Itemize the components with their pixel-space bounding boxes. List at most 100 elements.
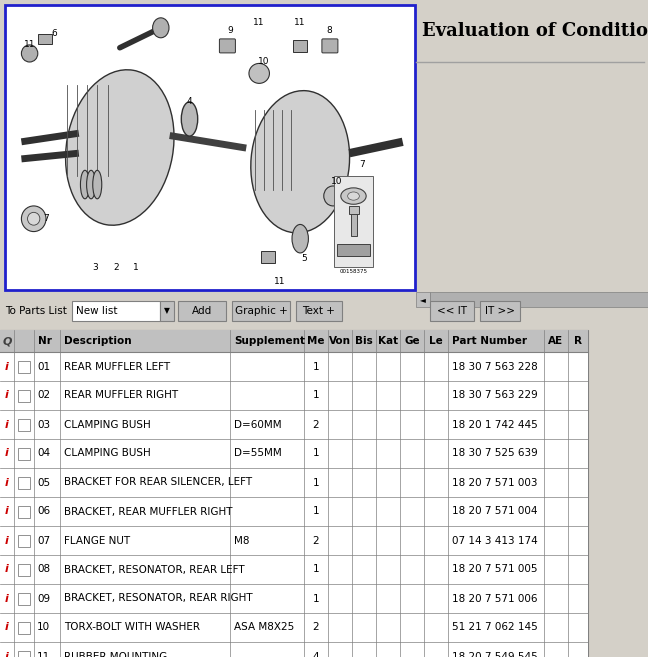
- FancyBboxPatch shape: [18, 505, 30, 518]
- Text: Graphic +: Graphic +: [235, 306, 287, 316]
- FancyBboxPatch shape: [0, 555, 588, 584]
- Text: 1: 1: [313, 449, 319, 459]
- Text: 4: 4: [313, 652, 319, 657]
- FancyBboxPatch shape: [0, 613, 588, 642]
- Text: D=60MM: D=60MM: [234, 420, 282, 430]
- FancyBboxPatch shape: [349, 206, 358, 214]
- Text: 18 20 7 571 006: 18 20 7 571 006: [452, 593, 537, 604]
- Text: ASA M8X25: ASA M8X25: [234, 622, 294, 633]
- Ellipse shape: [28, 212, 40, 225]
- Text: 18 20 7 571 004: 18 20 7 571 004: [452, 507, 537, 516]
- Text: Le: Le: [429, 336, 443, 346]
- Text: 2: 2: [313, 535, 319, 545]
- Text: 18 20 7 549 545: 18 20 7 549 545: [452, 652, 538, 657]
- Ellipse shape: [341, 188, 366, 204]
- Text: 02: 02: [37, 390, 50, 401]
- Text: 4: 4: [187, 97, 192, 106]
- FancyBboxPatch shape: [18, 564, 30, 576]
- Text: 1: 1: [313, 507, 319, 516]
- Text: REAR MUFFLER LEFT: REAR MUFFLER LEFT: [64, 361, 170, 371]
- FancyBboxPatch shape: [0, 439, 588, 468]
- Text: 06: 06: [37, 507, 50, 516]
- FancyBboxPatch shape: [18, 535, 30, 547]
- Text: 18 30 7 563 228: 18 30 7 563 228: [452, 361, 538, 371]
- Ellipse shape: [249, 64, 270, 83]
- Text: 07 14 3 413 174: 07 14 3 413 174: [452, 535, 538, 545]
- Text: 2: 2: [113, 263, 119, 272]
- Text: 7: 7: [359, 160, 365, 169]
- Text: 11: 11: [24, 40, 36, 49]
- Text: TORX-BOLT WITH WASHER: TORX-BOLT WITH WASHER: [64, 622, 200, 633]
- Ellipse shape: [251, 91, 350, 233]
- Text: 6: 6: [51, 29, 57, 38]
- Text: 05: 05: [37, 478, 50, 487]
- Ellipse shape: [87, 170, 96, 199]
- Text: CLAMPING BUSH: CLAMPING BUSH: [64, 420, 151, 430]
- Text: i: i: [5, 478, 9, 487]
- Text: Q: Q: [2, 336, 12, 346]
- FancyBboxPatch shape: [18, 447, 30, 459]
- Text: 18 30 7 525 639: 18 30 7 525 639: [452, 449, 538, 459]
- Ellipse shape: [324, 186, 342, 206]
- FancyBboxPatch shape: [480, 301, 520, 321]
- Text: 5: 5: [301, 254, 307, 263]
- Text: 1: 1: [133, 263, 139, 272]
- FancyBboxPatch shape: [416, 292, 430, 307]
- FancyBboxPatch shape: [430, 292, 648, 307]
- Text: i: i: [5, 622, 9, 633]
- FancyBboxPatch shape: [351, 214, 356, 236]
- FancyBboxPatch shape: [322, 39, 338, 53]
- Text: 51 21 7 062 145: 51 21 7 062 145: [452, 622, 538, 633]
- Text: 11: 11: [274, 277, 286, 286]
- FancyBboxPatch shape: [38, 34, 52, 44]
- Text: BRACKET, REAR MUFFLER RIGHT: BRACKET, REAR MUFFLER RIGHT: [64, 507, 233, 516]
- Text: M8: M8: [234, 535, 249, 545]
- Text: i: i: [5, 420, 9, 430]
- Text: Me: Me: [307, 336, 325, 346]
- FancyBboxPatch shape: [18, 419, 30, 430]
- FancyBboxPatch shape: [18, 593, 30, 604]
- Text: 1: 1: [313, 564, 319, 574]
- Text: i: i: [5, 652, 9, 657]
- FancyBboxPatch shape: [160, 301, 174, 321]
- Text: IT >>: IT >>: [485, 306, 515, 316]
- Ellipse shape: [292, 225, 308, 253]
- Text: BRACKET, RESONATOR, REAR LEFT: BRACKET, RESONATOR, REAR LEFT: [64, 564, 245, 574]
- Text: 1: 1: [313, 593, 319, 604]
- Text: AE: AE: [548, 336, 564, 346]
- Ellipse shape: [93, 170, 102, 199]
- Text: 18 20 1 742 445: 18 20 1 742 445: [452, 420, 538, 430]
- FancyBboxPatch shape: [0, 584, 588, 613]
- Ellipse shape: [181, 102, 198, 136]
- Ellipse shape: [348, 192, 360, 200]
- FancyBboxPatch shape: [0, 330, 588, 657]
- FancyBboxPatch shape: [18, 476, 30, 489]
- Text: Nr: Nr: [38, 336, 52, 346]
- Text: 7: 7: [43, 214, 49, 223]
- FancyBboxPatch shape: [0, 642, 588, 657]
- Text: 11: 11: [294, 18, 306, 26]
- FancyBboxPatch shape: [18, 361, 30, 373]
- Text: << IT: << IT: [437, 306, 467, 316]
- Text: CLAMPING BUSH: CLAMPING BUSH: [64, 449, 151, 459]
- FancyBboxPatch shape: [18, 622, 30, 633]
- Text: Von: Von: [329, 336, 351, 346]
- FancyBboxPatch shape: [293, 40, 307, 52]
- Text: 1: 1: [313, 390, 319, 401]
- Text: 03: 03: [37, 420, 50, 430]
- Text: RUBBER MOUNTING: RUBBER MOUNTING: [64, 652, 167, 657]
- Text: 04: 04: [37, 449, 50, 459]
- Text: 1: 1: [313, 478, 319, 487]
- Text: 10: 10: [37, 622, 50, 633]
- Text: 07: 07: [37, 535, 50, 545]
- Text: Supplement: Supplement: [234, 336, 305, 346]
- FancyBboxPatch shape: [0, 410, 588, 439]
- FancyBboxPatch shape: [72, 301, 160, 321]
- Text: Part Number: Part Number: [452, 336, 527, 346]
- Text: 2: 2: [313, 420, 319, 430]
- FancyBboxPatch shape: [0, 497, 588, 526]
- FancyBboxPatch shape: [178, 301, 226, 321]
- Text: ◄: ◄: [420, 295, 426, 304]
- Text: Bis: Bis: [355, 336, 373, 346]
- Text: Description: Description: [64, 336, 132, 346]
